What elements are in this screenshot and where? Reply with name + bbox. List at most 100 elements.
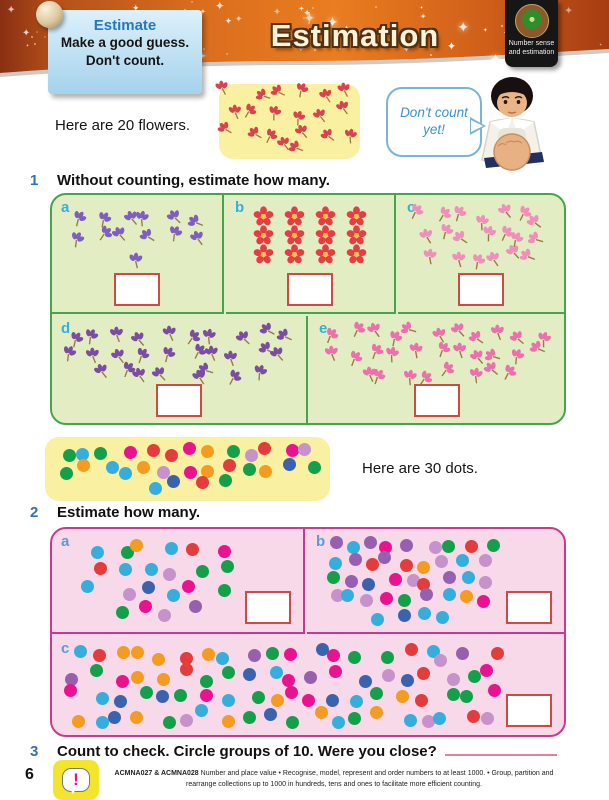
flower-field-a xyxy=(66,209,208,266)
panel-label: d xyxy=(61,320,71,337)
dot xyxy=(377,551,391,565)
dot xyxy=(348,711,362,725)
flower-icon xyxy=(346,206,367,227)
thirty-dots-box xyxy=(45,437,330,501)
dot xyxy=(345,575,358,588)
dot xyxy=(490,647,504,660)
flower-icon xyxy=(483,249,504,270)
flower-icon xyxy=(232,327,255,350)
flower-icon xyxy=(148,363,171,386)
flower-icon xyxy=(253,244,274,265)
dot xyxy=(189,599,202,613)
dot xyxy=(201,465,215,479)
dot xyxy=(314,705,328,719)
dot xyxy=(242,668,256,682)
flower-icon xyxy=(315,244,336,265)
dot xyxy=(400,674,414,688)
dot xyxy=(329,664,343,678)
curriculum-description: Number and place value • Recognise, mode… xyxy=(185,770,554,788)
flower-icon xyxy=(253,225,274,246)
dot xyxy=(467,710,481,723)
question-3-text: Count to check. Circle groups of 10. Wer… xyxy=(57,743,557,760)
dot xyxy=(286,715,299,729)
dot xyxy=(364,535,378,549)
flower-icon xyxy=(435,358,459,382)
dot xyxy=(403,713,417,727)
flower-icon xyxy=(333,98,353,118)
flower-icon xyxy=(129,365,150,386)
flower-icon xyxy=(284,244,305,265)
dot xyxy=(325,694,339,708)
note-line-1: Make a good guess. xyxy=(60,35,190,50)
dot xyxy=(331,589,345,603)
dot xyxy=(65,673,79,687)
dot xyxy=(151,653,165,666)
dot xyxy=(398,594,412,608)
dot xyxy=(428,541,442,555)
dot xyxy=(200,688,214,702)
dot xyxy=(131,646,144,660)
dot xyxy=(245,448,259,462)
panel-label: a xyxy=(61,199,70,216)
question-2-number: 2 xyxy=(30,504,39,521)
dot xyxy=(388,572,402,586)
dot xyxy=(63,449,77,463)
dot xyxy=(478,553,492,567)
curriculum-reference: ACMNA027 & ACMNA028 Number and place val… xyxy=(105,769,563,791)
dot xyxy=(442,539,455,553)
dot xyxy=(184,466,198,480)
dot xyxy=(124,446,138,460)
dot xyxy=(201,647,215,661)
dot-panel-c: c xyxy=(52,636,564,735)
flower-panel-a: a xyxy=(52,195,224,314)
dot xyxy=(434,654,448,668)
question-1-text: Without counting, estimate how many. xyxy=(57,172,330,189)
flower-icon xyxy=(310,106,330,126)
flower-panel-b: b xyxy=(226,195,396,314)
question-3-number: 3 xyxy=(30,743,39,760)
flower-icon xyxy=(249,361,271,383)
dot xyxy=(196,476,210,490)
answer-box-1e[interactable] xyxy=(414,384,460,417)
speech-line-2: yet! xyxy=(423,122,445,137)
panel-label: c xyxy=(61,640,70,657)
exclamation-glyph: ! xyxy=(73,770,79,789)
flower-icon xyxy=(315,225,336,246)
answer-box-2b[interactable] xyxy=(506,591,552,624)
dot xyxy=(417,560,431,574)
dot xyxy=(270,694,284,708)
answer-blank[interactable] xyxy=(444,743,557,756)
dot xyxy=(216,651,229,665)
answer-box-2c[interactable] xyxy=(506,694,552,727)
dot-estimation-table: a b c xyxy=(50,527,566,737)
flower-icon xyxy=(126,251,145,270)
answer-box-2a[interactable] xyxy=(245,591,291,624)
dot xyxy=(326,571,340,585)
dot xyxy=(138,600,152,614)
dot xyxy=(315,642,329,656)
dot-field-b xyxy=(323,535,500,626)
answer-box-1b[interactable] xyxy=(287,273,333,306)
dot xyxy=(221,714,235,728)
question-3-text-content: Count to check. Circle groups of 10. Wer… xyxy=(57,743,437,760)
dot xyxy=(397,609,411,623)
dot xyxy=(285,443,299,457)
dot xyxy=(327,648,341,662)
flower-icon xyxy=(506,326,529,349)
dot xyxy=(379,541,393,554)
dot xyxy=(421,715,435,729)
dot xyxy=(156,690,170,703)
dot xyxy=(251,690,265,704)
answer-box-1d[interactable] xyxy=(156,384,202,417)
answer-box-1a[interactable] xyxy=(114,273,160,306)
dot xyxy=(395,689,409,703)
dot xyxy=(341,588,355,602)
answer-box-1c[interactable] xyxy=(458,273,504,306)
flower-icon xyxy=(163,222,186,245)
dot xyxy=(167,588,181,602)
dot xyxy=(80,579,94,593)
flower-icon xyxy=(213,79,231,97)
question-2: 2 Estimate how many. xyxy=(0,504,609,524)
badge-label-line-1: Number sense xyxy=(508,40,555,47)
dot xyxy=(141,580,155,594)
